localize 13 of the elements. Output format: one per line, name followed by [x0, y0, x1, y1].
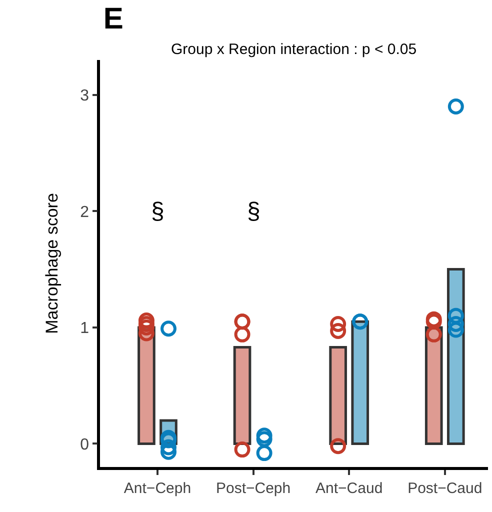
y-axis-title: Macrophage score: [42, 193, 62, 334]
x-tick-label: Ant−Caud: [316, 480, 383, 497]
chart-title: E: [103, 2, 124, 36]
y-tick-label: 1: [80, 320, 90, 338]
y-tick-label: 3: [80, 87, 90, 104]
text: Group x Region interaction : p < 0.05: [171, 41, 417, 58]
annotation: §: [247, 198, 260, 225]
x-tick-label: Post−Caud: [408, 480, 482, 497]
annotation: §: [151, 198, 164, 225]
x-tick-label: Post−Ceph: [216, 480, 291, 497]
y-tick-label: 0: [80, 436, 90, 454]
x-tick-label: Ant−Ceph: [124, 480, 192, 497]
y-tick-label: 2: [80, 204, 90, 221]
